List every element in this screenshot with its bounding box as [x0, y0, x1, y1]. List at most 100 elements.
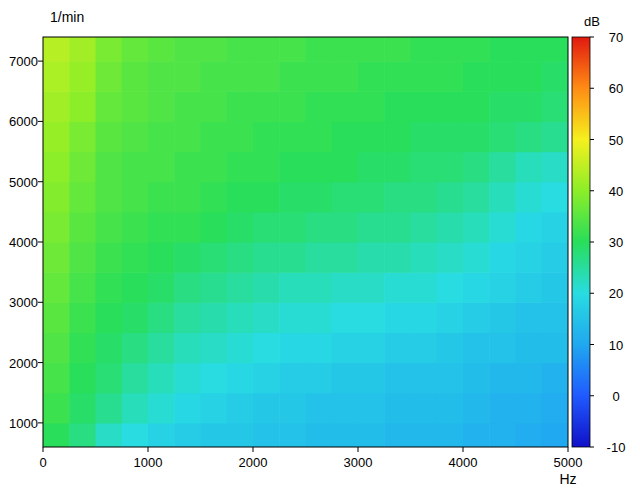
heatmap-cell	[279, 91, 306, 122]
heatmap-cell	[43, 363, 70, 394]
heatmap-cell	[489, 212, 516, 243]
heatmap-cell	[174, 37, 201, 62]
heatmap-cell	[69, 272, 96, 303]
heatmap-cell	[437, 332, 464, 363]
heatmap-cell	[358, 212, 385, 243]
heatmap-cell	[332, 61, 359, 92]
heatmap-cell	[253, 37, 280, 62]
heatmap-cell	[516, 242, 543, 273]
heatmap-cell	[489, 332, 516, 363]
heatmap-cell	[437, 423, 464, 447]
heatmap-cell	[489, 91, 516, 122]
heatmap-cell	[542, 332, 568, 363]
heatmap-cell	[542, 61, 568, 92]
heatmap-cell	[332, 242, 359, 273]
heatmap-cell	[201, 212, 228, 243]
heatmap-cell	[358, 272, 385, 303]
colorbar-tick-label: 60	[609, 81, 623, 96]
heatmap-cell	[279, 37, 306, 62]
heatmap-cell	[516, 393, 543, 424]
heatmap-cell	[279, 272, 306, 303]
heatmap-cell	[306, 91, 333, 122]
heatmap-cell	[253, 152, 280, 183]
heatmap-cell	[148, 423, 175, 447]
heatmap-cell	[306, 302, 333, 333]
heatmap-cell	[516, 363, 543, 394]
heatmap-cell	[437, 121, 464, 152]
x-tick-label: 5000	[554, 455, 583, 470]
colorbar-tick-label: 30	[609, 235, 623, 250]
heatmap-cell	[69, 91, 96, 122]
heatmap-cell	[201, 272, 228, 303]
heatmap-cell	[96, 37, 123, 62]
heatmap-cell	[358, 393, 385, 424]
heatmap-cell	[174, 91, 201, 122]
y-tick-label: 3000	[9, 295, 38, 310]
heatmap-cell	[253, 332, 280, 363]
heatmap-cell	[332, 91, 359, 122]
heatmap-cell	[69, 37, 96, 62]
heatmap-cell	[358, 182, 385, 213]
heatmap-cell	[201, 182, 228, 213]
heatmap-cell	[148, 182, 175, 213]
heatmap-cell	[463, 91, 490, 122]
heatmap-cell	[148, 272, 175, 303]
heatmap-cell	[542, 363, 568, 394]
heatmap-cell	[306, 242, 333, 273]
heatmap-cell	[332, 182, 359, 213]
heatmap-cell	[201, 393, 228, 424]
heatmap-cell	[43, 212, 70, 243]
heatmap-cell	[358, 91, 385, 122]
colorbar-tick-label: 0	[612, 389, 619, 404]
heatmap-cell	[227, 91, 254, 122]
x-tick-label: 3000	[344, 455, 373, 470]
heatmap-cell	[96, 423, 123, 447]
heatmap-cell	[122, 363, 149, 394]
heatmap-cell	[384, 272, 411, 303]
colorbar-tick	[590, 139, 594, 140]
heatmap-cell	[542, 91, 568, 122]
heatmap-cell	[516, 332, 543, 363]
y-tick	[38, 362, 43, 363]
heatmap-cell	[332, 423, 359, 447]
y-tick-label: 7000	[9, 54, 38, 69]
heatmap-cell	[122, 272, 149, 303]
heatmap-cell	[253, 423, 280, 447]
heatmap-cell	[96, 242, 123, 273]
heatmap-cell	[96, 332, 123, 363]
x-tick	[43, 447, 44, 452]
x-tick-label: 0	[39, 455, 46, 470]
heatmap-cell	[332, 37, 359, 62]
y-tick	[38, 121, 43, 122]
heatmap-cell	[516, 182, 543, 213]
heatmap-cell	[227, 272, 254, 303]
heatmap-cell	[411, 423, 438, 447]
heatmap-cell	[489, 37, 516, 62]
heatmap-cell	[279, 423, 306, 447]
heatmap-cell	[542, 393, 568, 424]
heatmap-cell	[122, 242, 149, 273]
y-tick	[38, 181, 43, 182]
heatmap-cell	[174, 393, 201, 424]
x-tick-label: 1000	[134, 455, 163, 470]
heatmap-cell	[122, 182, 149, 213]
heatmap-cell	[384, 302, 411, 333]
heatmap-cell	[227, 302, 254, 333]
heatmap-cell	[358, 61, 385, 92]
heatmap-cell	[542, 121, 568, 152]
y-tick-label: 5000	[9, 175, 38, 190]
heatmap-cell	[358, 302, 385, 333]
heatmap-cell	[279, 332, 306, 363]
heatmap-cell	[384, 182, 411, 213]
x-tick	[253, 447, 254, 452]
heatmap-cell	[174, 302, 201, 333]
heatmap-cell	[279, 393, 306, 424]
heatmap-cell	[384, 332, 411, 363]
heatmap-cell	[489, 363, 516, 394]
heatmap-cell	[227, 423, 254, 447]
heatmap-cell	[174, 272, 201, 303]
heatmap-cell	[148, 91, 175, 122]
heatmap-cell	[384, 152, 411, 183]
heatmap-cell	[174, 212, 201, 243]
heatmap-cell	[279, 242, 306, 273]
